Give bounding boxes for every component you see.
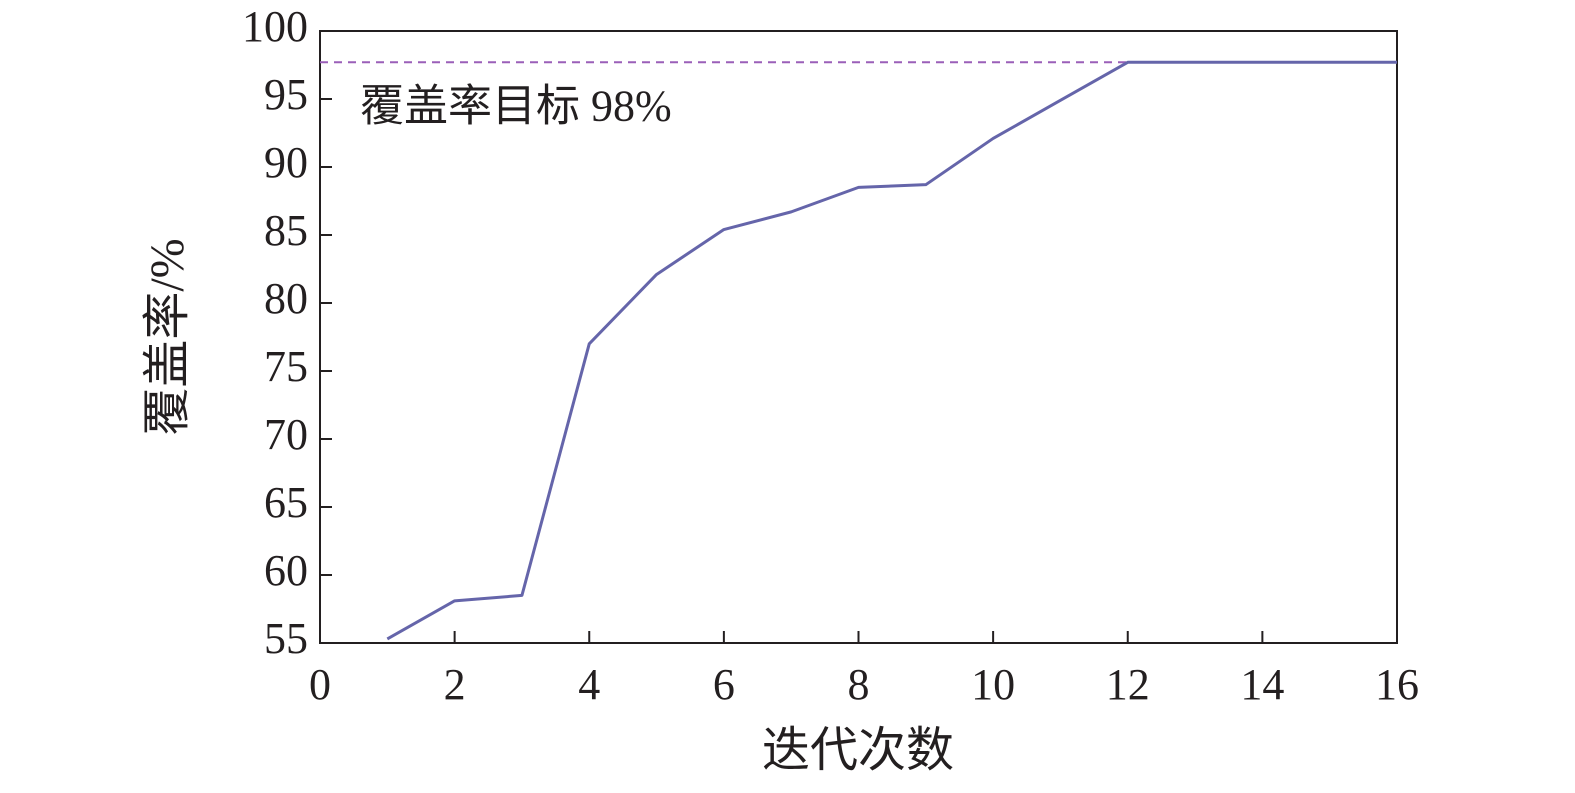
target-label: 覆盖率目标 98% <box>360 81 672 130</box>
y-tick-label: 85 <box>264 206 308 255</box>
x-tick-label: 6 <box>713 660 735 709</box>
x-tick-label: 12 <box>1106 660 1150 709</box>
x-tick-label: 4 <box>578 660 600 709</box>
y-tick-label: 90 <box>264 138 308 187</box>
y-tick-label: 80 <box>264 274 308 323</box>
x-tick-label: 0 <box>309 660 331 709</box>
y-tick-label: 55 <box>264 614 308 663</box>
y-tick-label: 100 <box>242 2 308 51</box>
data-line <box>386 60 1397 641</box>
x-tick-label: 16 <box>1375 660 1419 709</box>
y-tick-label: 75 <box>264 342 308 391</box>
y-axis-label: 覆盖率/% <box>141 238 194 435</box>
x-tick-label: 14 <box>1240 660 1284 709</box>
y-tick-label: 95 <box>264 70 308 119</box>
x-tick-label: 8 <box>848 660 870 709</box>
y-tick-label: 60 <box>264 546 308 595</box>
y-tick-label: 70 <box>264 410 308 459</box>
y-tick-label: 65 <box>264 478 308 527</box>
x-tick-label: 10 <box>971 660 1015 709</box>
x-axis-label: 迭代次数 <box>762 724 954 777</box>
x-tick-label: 2 <box>444 660 466 709</box>
